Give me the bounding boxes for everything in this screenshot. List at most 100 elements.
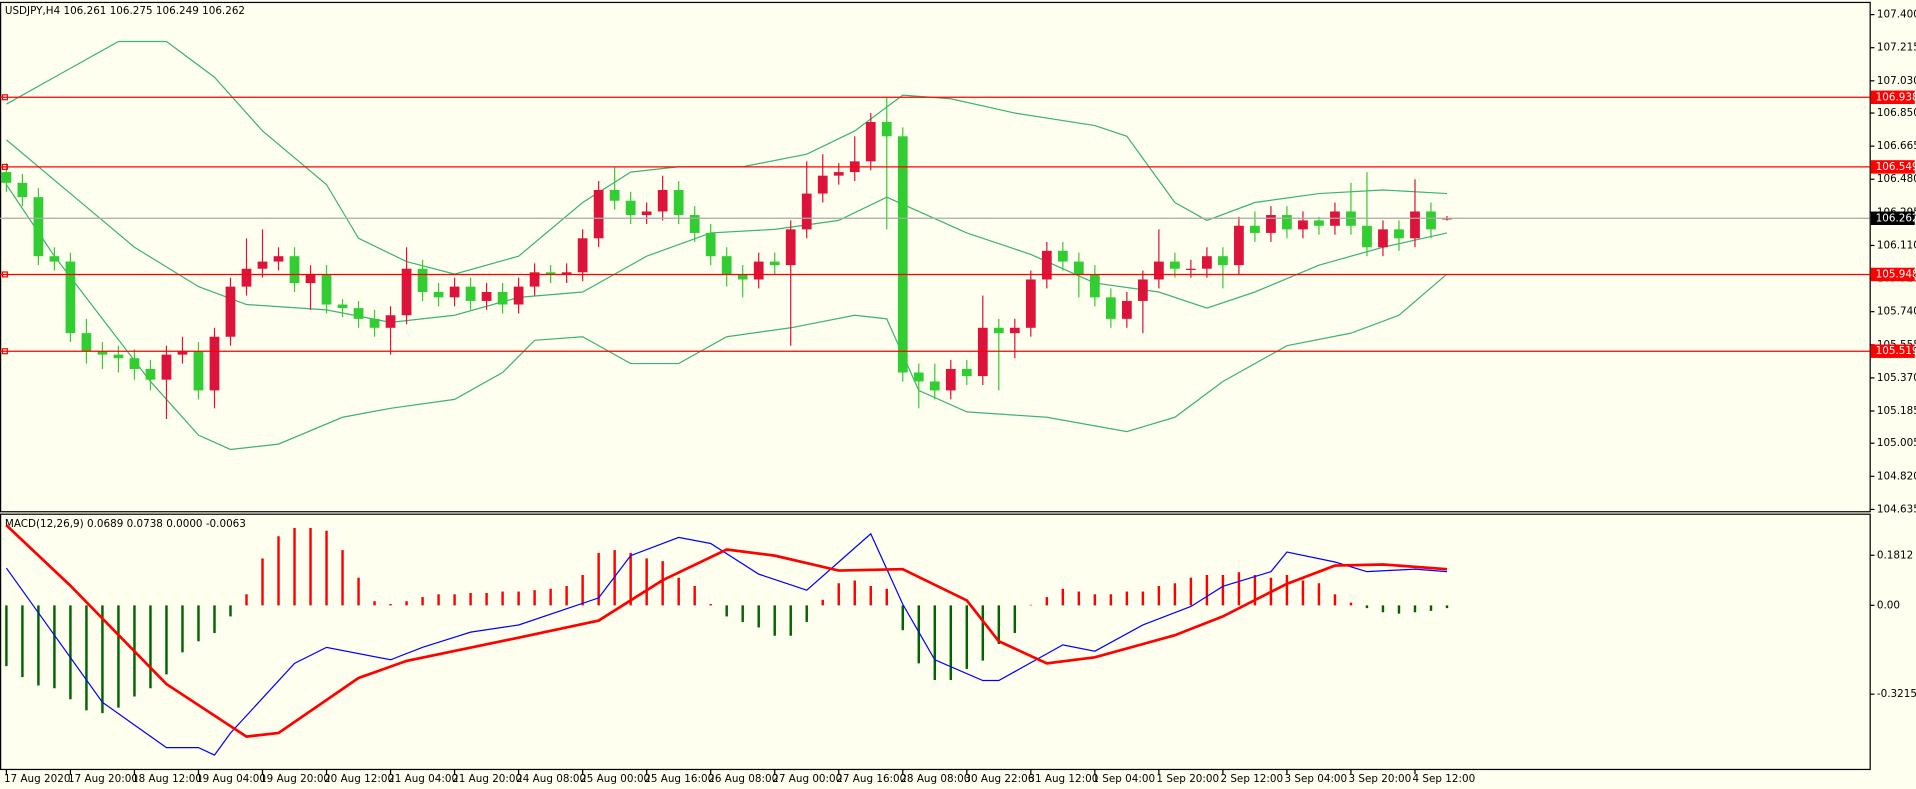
y-tick-label: -0.3215 xyxy=(1877,688,1916,700)
candle-body xyxy=(1137,279,1148,301)
candle-body xyxy=(1121,300,1132,319)
y-tick-label: 107.215 xyxy=(1877,42,1916,54)
y-tick-label: 106.480 xyxy=(1877,173,1916,185)
candle-body xyxy=(689,215,700,233)
candle-body xyxy=(497,291,508,305)
candle-body xyxy=(657,189,668,212)
candle-body xyxy=(1202,256,1212,269)
price-panel xyxy=(0,1,1871,513)
candle-body xyxy=(129,358,140,369)
x-tick-label: 30 Aug 22:06 xyxy=(964,773,1034,785)
y-tick-label: 105.185 xyxy=(1877,405,1916,417)
candle-body xyxy=(785,229,796,266)
candle-body xyxy=(369,318,380,328)
x-tick-label: 26 Aug 08:00 xyxy=(708,773,778,785)
candle-body xyxy=(177,351,188,355)
x-tick-label: 1 Sep 04:00 xyxy=(1092,773,1155,785)
candle-body xyxy=(1009,327,1020,334)
x-tick-label: 31 Aug 12:00 xyxy=(1028,773,1098,785)
candle-body xyxy=(145,368,156,380)
candle-body xyxy=(1298,220,1308,230)
candle-body xyxy=(545,272,556,275)
x-tick-label: 20 Aug 12:00 xyxy=(324,773,394,785)
candle-body xyxy=(161,354,172,380)
candle-body xyxy=(897,136,908,373)
candle-body xyxy=(1186,268,1196,270)
candle-body xyxy=(865,121,876,162)
y-tick-label: 104.635 xyxy=(1877,503,1916,515)
level-label-box xyxy=(1870,267,1915,282)
candle-body xyxy=(641,211,652,216)
candle-body xyxy=(1250,225,1260,233)
candle-body xyxy=(1234,225,1244,266)
level-label: 105.519 xyxy=(1876,345,1916,357)
candle-body xyxy=(1314,220,1324,226)
x-tick-label: 17 Aug 20:00 xyxy=(68,773,138,785)
level-marker xyxy=(1,348,8,355)
candle-body xyxy=(305,274,316,284)
y-tick-label: 0.00 xyxy=(1877,599,1900,611)
x-tick-label: 27 Aug 00:00 xyxy=(772,773,842,785)
x-tick-label: 19 Aug 04:00 xyxy=(196,773,266,785)
candle-body xyxy=(945,368,956,391)
x-tick-label: 1 Sep 20:00 xyxy=(1156,773,1219,785)
candle-body xyxy=(529,272,540,287)
x-tick-label: 21 Aug 04:00 xyxy=(388,773,458,785)
candle-body xyxy=(913,372,924,382)
candle-body xyxy=(401,268,412,316)
last-price-box xyxy=(1870,211,1915,225)
candle-body xyxy=(1057,250,1068,262)
candle-body xyxy=(1394,229,1404,239)
candle-body xyxy=(241,268,252,287)
candle-body xyxy=(737,274,748,280)
x-tick-label: 25 Aug 00:00 xyxy=(580,773,650,785)
candle-body xyxy=(881,121,892,137)
candle-body xyxy=(625,200,636,216)
candle-body xyxy=(113,354,124,359)
macd-title: MACD(12,26,9) 0.0689 0.0738 0.0000 -0.00… xyxy=(5,518,246,530)
y-tick-label: 106.665 xyxy=(1877,140,1916,152)
candle-body xyxy=(1073,261,1084,275)
candle-body xyxy=(49,256,60,262)
candle-body xyxy=(433,291,444,298)
last-price-label: 106.262 xyxy=(1876,212,1916,224)
x-tick-label: 17 Aug 2020 xyxy=(4,773,70,785)
x-tick-label: 3 Sep 20:00 xyxy=(1349,773,1412,785)
y-tick-label: 106.850 xyxy=(1877,107,1916,119)
y-tick-label: 105.370 xyxy=(1877,372,1916,384)
candle-body xyxy=(993,327,1004,334)
candle-body xyxy=(753,261,764,280)
candle-body xyxy=(481,291,492,301)
candle-body xyxy=(1153,261,1164,280)
level-label: 106.549 xyxy=(1876,161,1916,173)
candle-body xyxy=(673,189,684,216)
candle-body xyxy=(769,261,780,266)
level-label-box xyxy=(1870,344,1915,358)
candle-body xyxy=(833,172,844,176)
x-tick-label: 27 Aug 16:00 xyxy=(836,773,906,785)
candle-body xyxy=(1282,215,1292,230)
candle-body xyxy=(17,182,28,198)
level-label: 105.948 xyxy=(1876,268,1916,280)
candle-body xyxy=(929,381,940,391)
candle-body xyxy=(465,286,476,301)
candle-body xyxy=(1105,297,1116,319)
candle-body xyxy=(1378,229,1388,248)
x-tick-label: 2 Sep 12:00 xyxy=(1220,773,1283,785)
y-tick-label: 107.030 xyxy=(1877,75,1916,87)
y-tick-label: 106.110 xyxy=(1877,239,1916,251)
level-marker xyxy=(1,163,8,170)
x-tick-label: 3 Sep 04:00 xyxy=(1284,773,1347,785)
candle-body xyxy=(1041,250,1052,280)
candle-body xyxy=(225,286,236,337)
y-tick-label: 107.400 xyxy=(1877,9,1916,21)
x-tick-label: 21 Aug 20:00 xyxy=(452,773,522,785)
candle-body xyxy=(193,351,204,391)
candle-body xyxy=(977,327,988,377)
level-label-box xyxy=(1870,160,1915,174)
level-marker xyxy=(1,271,8,278)
candle-body xyxy=(257,261,268,269)
candle-body xyxy=(321,274,332,305)
level-marker xyxy=(1,94,8,101)
